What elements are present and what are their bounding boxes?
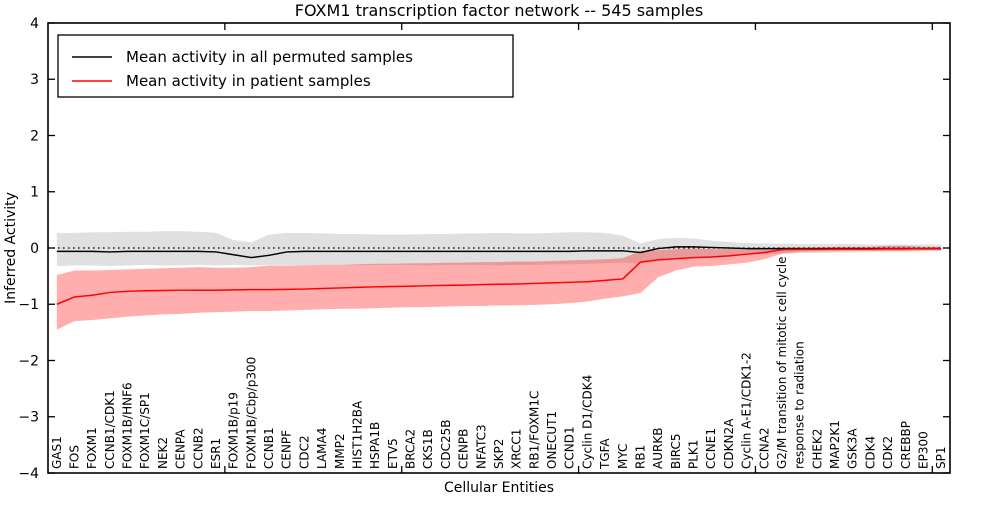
x-tick-label: FOXM1 [85,427,99,469]
x-tick-label: LAMA4 [315,428,329,469]
x-tick-label: CKS1B [421,429,435,469]
x-tick-label: CDK2 [881,436,895,469]
series-line-patient [56,247,942,305]
x-tick-label: CDC2 [297,435,311,469]
x-tick-label: GAS1 [50,436,64,469]
x-tick-label: CENPF [280,430,294,469]
x-tick-label: CCNB1 [262,427,276,469]
x-tick-label: CCNA2 [757,427,771,469]
y-tick-label: 0 [30,241,39,257]
x-tick-label: Cyclin A-E1/CDK1-2 [740,352,754,469]
x-tick-label: CDC25B [439,420,453,470]
x-tick-label: MYC [616,444,630,469]
x-tick-label: AURKB [651,428,665,469]
y-tick-label: 1 [30,185,39,201]
axes: −4 −3 −2 −1 0 1 2 3 4 GAS1 FOS FOXM1 CCNB1/CDK1 FOXM1… [18,16,951,482]
x-tick-label: TGFA [598,438,612,470]
x-tick-label: ONECUT1 [545,411,559,469]
x-tick-label: ESR1 [209,438,223,469]
y-tick-label: 4 [30,16,39,32]
x-tick-label: MAP2K1 [828,420,842,469]
x-tick-label: CENPA [174,429,188,469]
confidence-band-patient [56,245,942,330]
x-tick-label: RB1 [633,445,647,469]
x-tick-label: CCND1 [563,426,577,469]
x-tick-label: CHEK2 [810,429,824,470]
x-tick-label: FOXM1B/HNF6 [121,382,135,469]
y-tick-label: −4 [18,466,39,482]
x-tick-label: EP300 [916,431,930,469]
y-axis-label: Inferred Activity [3,192,19,304]
x-tick-label: CENPB [457,429,471,469]
x-tick-label: MMP2 [333,433,347,469]
x-tick-label: SP1 [934,447,948,470]
x-tick-label: CDK4 [863,436,877,469]
x-tick-label: FOXM1C/SP1 [138,392,152,469]
x-tick-label: Cyclin D1/CDK4 [580,375,594,469]
x-tick-label: ETV5 [386,438,400,469]
x-tick-label: CCNB1/CDK1 [103,390,117,469]
legend: Mean activity in all permuted samples Me… [57,34,514,98]
x-tick-label: FOXM1B/Cbp/p300 [244,357,258,469]
legend-label-patient: Mean activity in patient samples [126,72,371,90]
x-tick-label: FOXM1B/p19 [227,392,241,469]
y-tick-label: −2 [18,353,39,369]
x-tick-label: response to radiation [793,341,807,469]
x-tick-label: CCNB2 [191,427,205,469]
x-tick-label: BRCA2 [404,429,418,469]
plot-area [48,231,950,330]
x-tick-label: HSPA1B [368,422,382,469]
y-tick-label: 3 [30,72,39,88]
x-axis-label: Cellular Entities [444,480,554,496]
y-tick-label: −3 [18,410,39,426]
x-tick-label: BIRC5 [669,433,683,469]
x-tick-label: GSK3A [846,428,860,469]
x-tick-label: CCNE1 [704,428,718,469]
x-tick-label: CDKN2A [722,418,736,469]
legend-box [57,34,514,98]
x-tick-label: CREBBP [899,421,913,469]
y-tick-label: 2 [30,128,39,144]
series-line-permuted [56,246,942,259]
x-tick-label: RB1/FOXM1C [527,391,541,469]
legend-label-permuted: Mean activity in all permuted samples [126,48,413,66]
x-tick-label: XRCC1 [510,429,524,469]
x-tick-label: HIST1H2BA [350,400,364,469]
x-tick-label: PLK1 [687,440,701,469]
x-tick-label: SKP2 [492,439,506,469]
x-tick-label: NEK2 [156,437,170,469]
x-tick-label: NFATC3 [474,424,488,469]
x-tick-label: FOS [67,445,81,469]
x-tick-label: G2/M transition of mitotic cell cycle [775,256,789,469]
chart-title: FOXM1 transcription factor network -- 54… [295,1,703,20]
y-tick-label: −1 [18,297,39,313]
